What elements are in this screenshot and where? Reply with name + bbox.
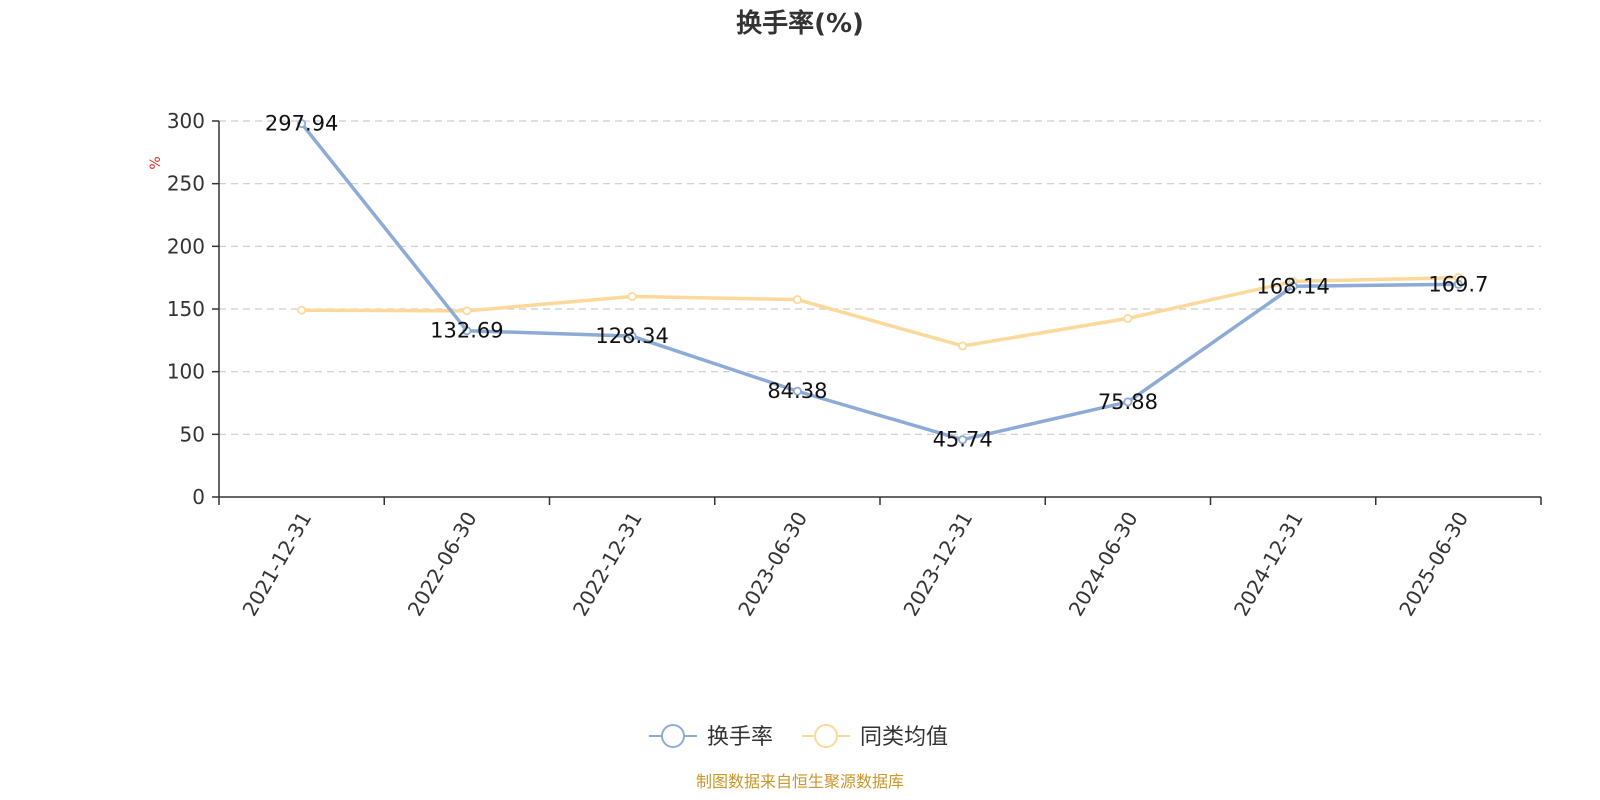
x-tick-label: 2022-12-31 bbox=[568, 508, 647, 621]
data-label: 84.38 bbox=[767, 379, 827, 403]
data-label: 75.88 bbox=[1098, 390, 1158, 414]
data-label: 132.69 bbox=[430, 319, 503, 343]
data-label: 168.14 bbox=[1256, 274, 1329, 298]
data-label: 45.74 bbox=[933, 428, 993, 452]
data-point bbox=[958, 435, 968, 445]
data-point bbox=[462, 306, 472, 316]
data-point bbox=[462, 326, 472, 336]
legend-label: 同类均值 bbox=[860, 725, 948, 750]
chart-title: 换手率(%) bbox=[736, 8, 864, 39]
data-point bbox=[958, 341, 968, 351]
legend[interactable]: 换手率 同类均值 bbox=[649, 724, 948, 750]
data-point bbox=[1288, 281, 1298, 291]
data-point bbox=[792, 295, 802, 305]
x-tick-label: 2024-12-31 bbox=[1229, 508, 1308, 621]
data-label: 297.94 bbox=[265, 112, 338, 136]
y-tick-label: 200 bbox=[167, 234, 205, 258]
data-point bbox=[1123, 397, 1133, 407]
series-lines bbox=[297, 119, 1463, 445]
y-tick-label: 0 bbox=[192, 485, 205, 509]
axes: 0 50 100 150 200 250 300 2021-12-31 2022-06-30 20… bbox=[167, 109, 1542, 621]
y-tick-label: 100 bbox=[167, 360, 205, 384]
data-label: 128.34 bbox=[595, 324, 668, 348]
data-point bbox=[792, 386, 802, 396]
data-source-note: 制图数据来自恒生聚源数据库 bbox=[696, 772, 904, 791]
data-point bbox=[627, 291, 637, 301]
series-line-1 bbox=[301, 275, 1459, 348]
x-tick-label: 2024-06-30 bbox=[1064, 508, 1143, 621]
data-point bbox=[297, 305, 307, 315]
x-tick-label: 2025-06-30 bbox=[1394, 508, 1473, 621]
y-tick-label: 150 bbox=[167, 297, 205, 321]
x-tick-label: 2023-12-31 bbox=[898, 508, 977, 621]
legend-item-1[interactable]: 同类均值 bbox=[802, 724, 948, 750]
x-tick-label: 2023-06-30 bbox=[733, 508, 812, 621]
legend-swatch-marker bbox=[814, 724, 838, 748]
data-labels: 297.94 132.69 128.34 84.38 45.74 75.88 168.14 1… bbox=[265, 112, 1489, 452]
y-axis-unit-label: % bbox=[148, 156, 164, 169]
y-tick-label: 250 bbox=[167, 172, 205, 196]
data-point bbox=[1453, 279, 1463, 289]
data-point bbox=[297, 119, 307, 129]
legend-item-0[interactable]: 换手率 bbox=[649, 724, 773, 750]
data-point bbox=[1123, 313, 1133, 323]
data-point bbox=[627, 331, 637, 341]
y-tick-label: 300 bbox=[167, 109, 205, 133]
legend-swatch-marker bbox=[661, 724, 685, 748]
legend-label: 换手率 bbox=[707, 725, 773, 750]
series-line-0 bbox=[300, 122, 1459, 442]
x-tick-label: 2021-12-31 bbox=[237, 508, 316, 621]
x-tick-label: 2022-06-30 bbox=[403, 508, 482, 621]
data-label: 169.7 bbox=[1428, 272, 1488, 296]
y-tick-label: 50 bbox=[180, 422, 205, 446]
gridlines bbox=[219, 120, 1541, 435]
